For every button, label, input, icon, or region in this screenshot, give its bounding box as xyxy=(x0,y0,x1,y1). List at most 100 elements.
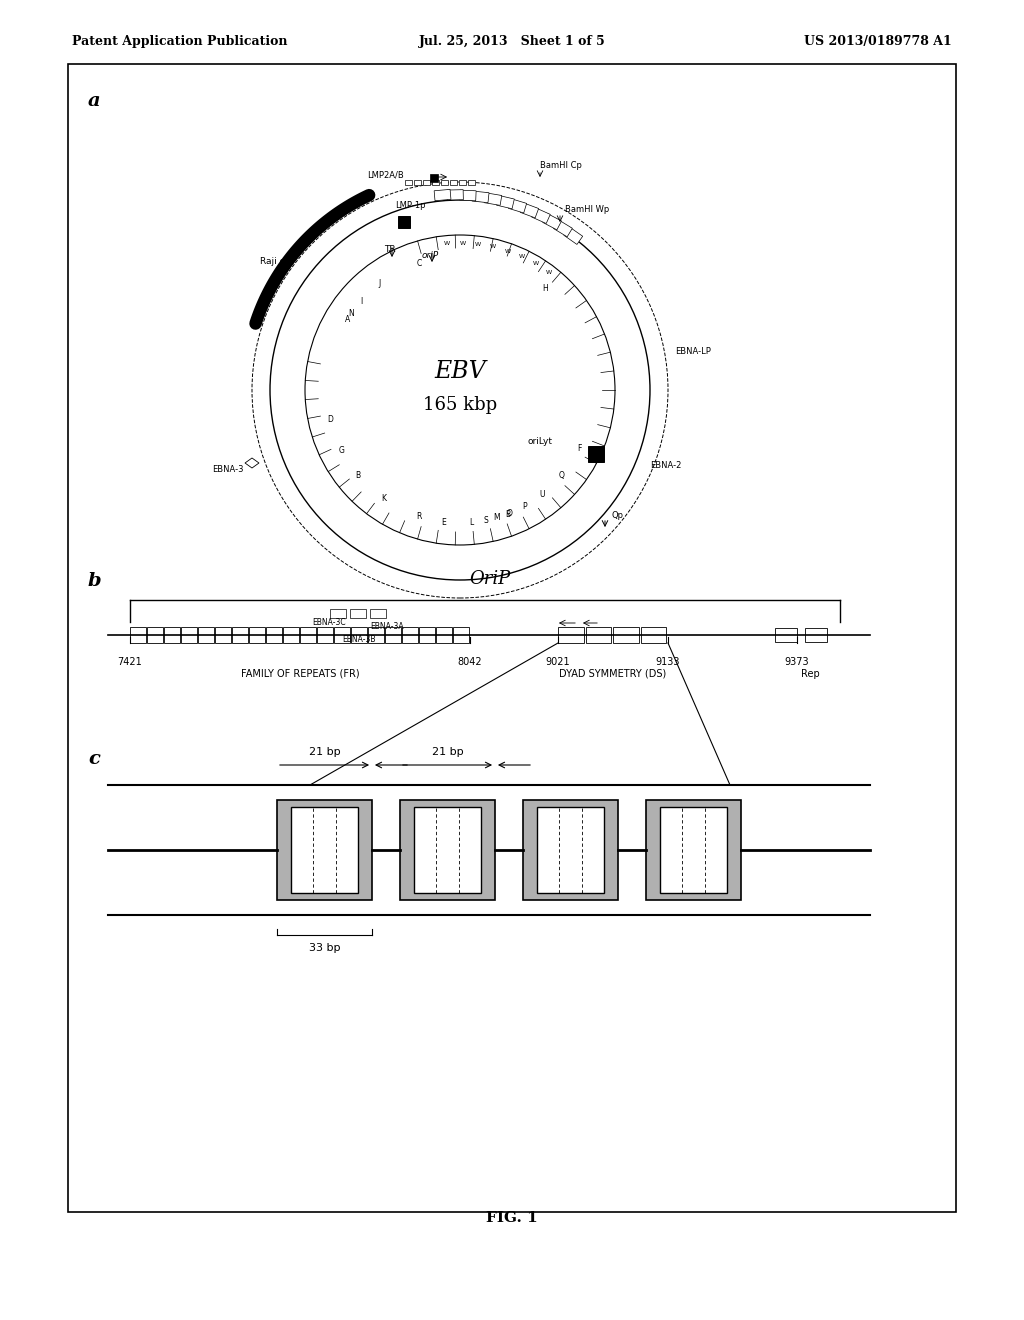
Bar xyxy=(402,627,418,643)
Text: O: O xyxy=(507,508,513,517)
Bar xyxy=(198,627,214,643)
Text: EBNA-3B: EBNA-3B xyxy=(342,635,376,644)
Bar xyxy=(68,63,956,1212)
Text: EBNA-3A: EBNA-3A xyxy=(370,622,403,631)
Text: 33 bp: 33 bp xyxy=(309,942,340,953)
Text: C: C xyxy=(417,259,422,268)
Bar xyxy=(432,180,439,185)
Text: W: W xyxy=(460,240,466,246)
Bar xyxy=(398,216,410,228)
Text: B: B xyxy=(505,510,510,519)
Text: EBNA-3: EBNA-3 xyxy=(212,466,244,474)
Bar xyxy=(554,220,572,236)
Bar xyxy=(423,180,430,185)
Text: B: B xyxy=(355,471,360,480)
Text: DYAD SYMMETRY (DS): DYAD SYMMETRY (DS) xyxy=(559,669,667,678)
Bar xyxy=(430,174,438,182)
Text: L: L xyxy=(469,517,474,527)
Text: D: D xyxy=(328,416,334,425)
Bar xyxy=(613,627,639,643)
Bar xyxy=(460,190,476,201)
Text: W: W xyxy=(519,255,525,259)
Bar xyxy=(586,627,611,643)
Text: E: E xyxy=(441,517,446,527)
Text: oriLyt: oriLyt xyxy=(527,437,552,446)
Bar xyxy=(232,627,248,643)
Text: oriP: oriP xyxy=(422,251,438,260)
Bar xyxy=(249,627,265,643)
Bar xyxy=(543,214,561,230)
Polygon shape xyxy=(245,458,259,469)
Text: 165 kbp: 165 kbp xyxy=(423,396,497,414)
Bar xyxy=(266,627,282,643)
Text: Raji ori: Raji ori xyxy=(260,257,292,267)
Text: US 2013/0189778 A1: US 2013/0189778 A1 xyxy=(804,36,952,48)
Bar xyxy=(436,627,452,643)
Text: U: U xyxy=(539,490,545,499)
Text: W: W xyxy=(532,261,539,267)
Text: EBNA-2: EBNA-2 xyxy=(650,461,681,470)
Bar xyxy=(646,800,741,900)
Bar xyxy=(537,807,604,894)
Bar xyxy=(317,627,333,643)
Text: R: R xyxy=(416,512,422,521)
Bar xyxy=(147,627,163,643)
Text: K: K xyxy=(381,495,386,503)
Bar xyxy=(459,180,466,185)
Text: M: M xyxy=(494,513,500,523)
Text: Rep: Rep xyxy=(801,669,819,678)
Bar xyxy=(330,609,346,618)
Text: W: W xyxy=(490,244,497,249)
Bar xyxy=(558,627,584,643)
Text: W: W xyxy=(546,271,552,275)
Text: BamHI Cp: BamHI Cp xyxy=(540,161,582,169)
Bar xyxy=(278,800,372,900)
Bar xyxy=(805,628,827,642)
Bar xyxy=(334,627,350,643)
Text: Q: Q xyxy=(559,471,565,480)
Text: I: I xyxy=(360,297,362,305)
Text: LMP-1p: LMP-1p xyxy=(394,201,425,210)
Text: W: W xyxy=(475,242,481,247)
Text: EBNA-3C: EBNA-3C xyxy=(312,618,346,627)
Bar xyxy=(468,180,475,185)
Bar xyxy=(215,627,231,643)
Bar xyxy=(441,180,449,185)
Text: H: H xyxy=(543,284,549,293)
Bar xyxy=(385,627,401,643)
Bar xyxy=(453,627,469,643)
Text: 21 bp: 21 bp xyxy=(308,747,340,756)
Bar xyxy=(351,627,367,643)
Bar xyxy=(640,627,666,643)
Text: EBV: EBV xyxy=(434,360,485,384)
Bar xyxy=(291,807,358,894)
Text: FIG. 1: FIG. 1 xyxy=(486,1210,538,1225)
Text: F: F xyxy=(578,444,582,453)
Bar xyxy=(350,609,366,618)
Text: FAMILY OF REPEATS (FR): FAMILY OF REPEATS (FR) xyxy=(241,669,359,678)
Text: W: W xyxy=(444,242,451,246)
Bar xyxy=(660,807,727,894)
Text: BamHI Wp: BamHI Wp xyxy=(565,206,609,214)
Bar xyxy=(406,180,412,185)
Bar xyxy=(520,203,539,218)
Bar xyxy=(472,191,489,203)
Text: A: A xyxy=(345,315,350,323)
Bar xyxy=(368,627,384,643)
Bar xyxy=(419,627,435,643)
Text: N: N xyxy=(348,309,354,318)
Text: 21 bp: 21 bp xyxy=(432,747,463,756)
Bar xyxy=(447,190,463,201)
Bar xyxy=(564,227,583,244)
Text: LMP2A/B: LMP2A/B xyxy=(367,170,403,180)
Text: 9133: 9133 xyxy=(655,657,680,667)
Text: Patent Application Publication: Patent Application Publication xyxy=(72,36,288,48)
Bar xyxy=(531,207,550,223)
Text: 9021: 9021 xyxy=(546,657,570,667)
Text: 7421: 7421 xyxy=(118,657,142,667)
Bar xyxy=(370,609,386,618)
Bar xyxy=(509,199,526,213)
Bar xyxy=(414,807,481,894)
Text: 8042: 8042 xyxy=(458,657,482,667)
Text: b: b xyxy=(88,572,101,590)
